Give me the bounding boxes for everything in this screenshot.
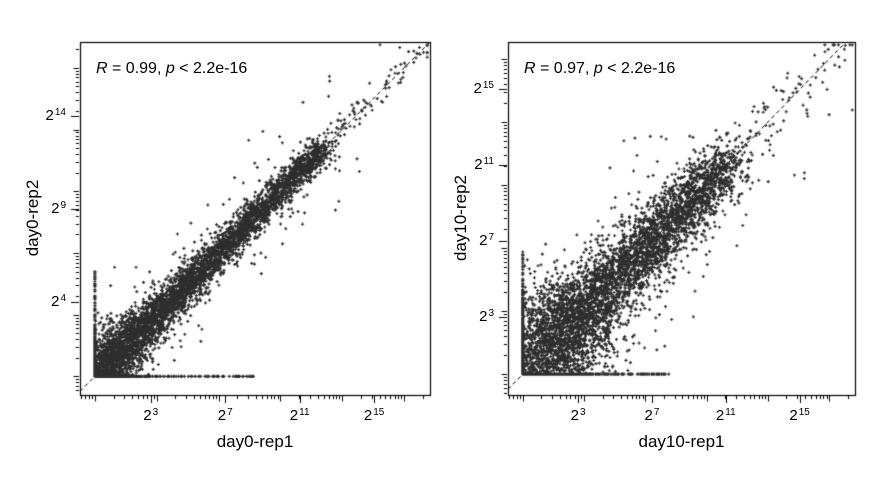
p-symbol: p bbox=[593, 60, 603, 77]
y-tick-label: 29 bbox=[51, 200, 66, 218]
x-tick-label: 23 bbox=[570, 407, 586, 424]
y-tick-label: 23 bbox=[479, 308, 494, 326]
x-tick-label: 27 bbox=[644, 407, 660, 424]
p-value: < 2.2e-16 bbox=[174, 60, 248, 77]
r-value: = 0.99, bbox=[107, 60, 166, 77]
r-symbol: R bbox=[96, 60, 108, 77]
y-axis-title-left: day0-rep2 bbox=[23, 179, 42, 257]
r-symbol: R bbox=[524, 60, 536, 77]
x-tick-label: 23 bbox=[143, 407, 159, 424]
x-tick-label: 215 bbox=[789, 407, 810, 424]
y-tick-label: 211 bbox=[474, 156, 494, 174]
correlation-annotation-left: R = 0.99, p < 2.2e-16 bbox=[96, 60, 247, 78]
y-tick-label: 215 bbox=[473, 80, 494, 98]
y-axis-title-right: day10-rep2 bbox=[451, 175, 470, 262]
p-value: < 2.2e-16 bbox=[602, 60, 676, 77]
p-symbol: p bbox=[165, 60, 175, 77]
y-tick-label: 24 bbox=[51, 293, 66, 311]
x-axis-title-right: day10-rep1 bbox=[638, 432, 725, 451]
correlation-annotation-right: R = 0.97, p < 2.2e-16 bbox=[524, 60, 675, 78]
x-axis-title-left: day0-rep1 bbox=[216, 432, 294, 451]
x-tick-label: 27 bbox=[217, 407, 233, 424]
y-tick-label: 27 bbox=[479, 232, 494, 250]
y-tick-label: 214 bbox=[45, 107, 66, 125]
r-value: = 0.97, bbox=[535, 60, 594, 77]
x-tick-label: 211 bbox=[289, 407, 310, 424]
x-tick-label: 215 bbox=[363, 407, 385, 424]
x-tick-label: 211 bbox=[715, 407, 736, 424]
